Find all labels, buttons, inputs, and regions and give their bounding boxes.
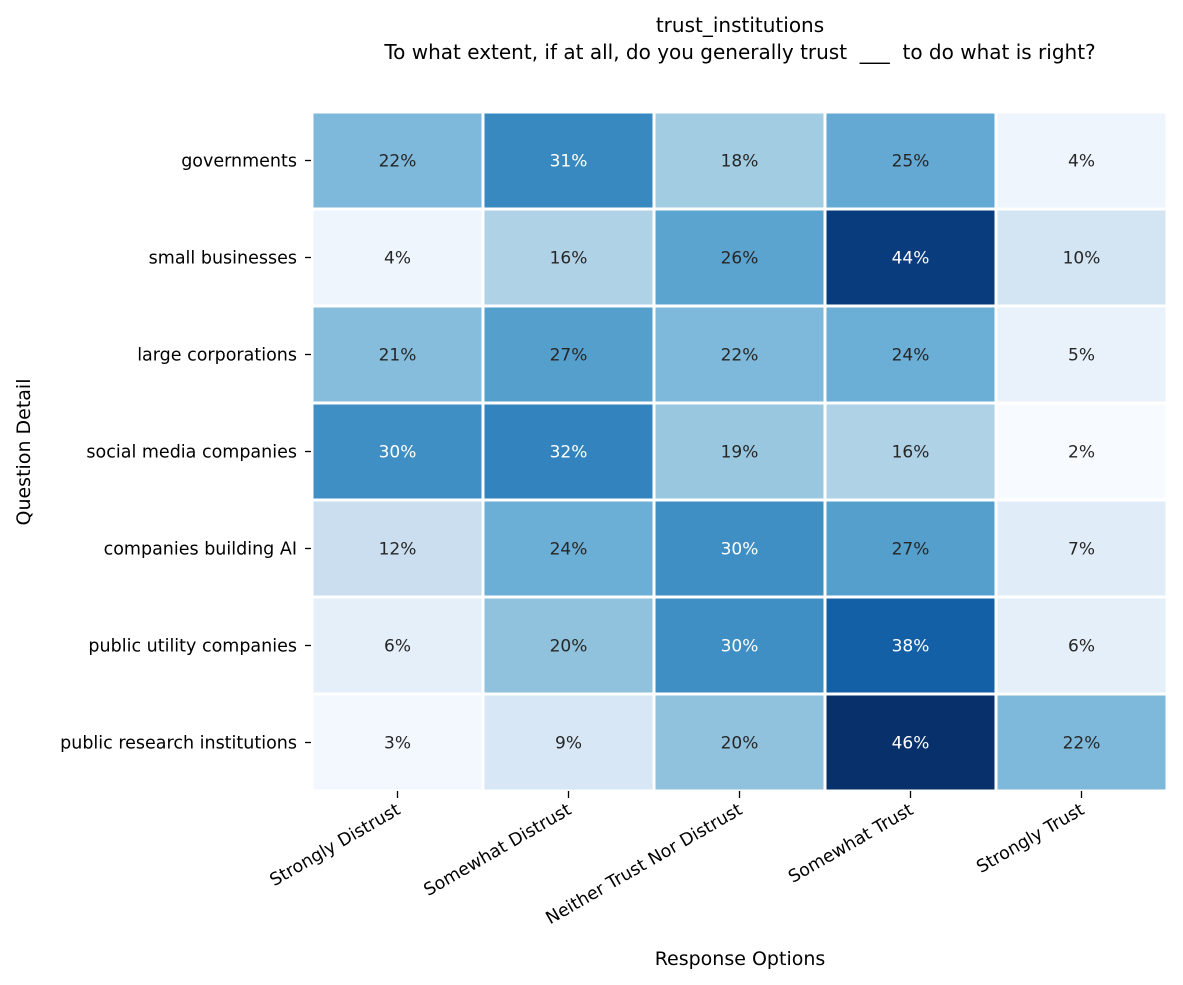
cell-value-label: 3% — [384, 734, 411, 754]
y-tick-label: governments — [181, 152, 297, 172]
cell-value-label: 2% — [1068, 443, 1095, 463]
cell-value-label: 21% — [379, 346, 417, 366]
heatmap-cell — [310, 110, 485, 211]
cell-value-label: 19% — [721, 443, 759, 463]
y-tick-label: public research institutions — [60, 734, 297, 754]
cell-value-label: 12% — [379, 540, 417, 560]
cell-value-label: 16% — [892, 443, 930, 463]
heatmap-cell — [481, 401, 656, 502]
cell-value-label: 4% — [384, 249, 411, 269]
cell-value-label: 46% — [892, 734, 930, 754]
x-tick-labels: Strongly Distrust Somewhat DistrustNeithe… — [267, 791, 1088, 929]
cell-value-label: 22% — [379, 152, 417, 172]
heatmap-cell — [310, 401, 485, 502]
x-axis-label: Response Options — [655, 948, 826, 970]
cell-value-label: 20% — [550, 637, 588, 657]
y-tick-label: large corporations — [137, 346, 297, 366]
cell-value-label: 9% — [555, 734, 582, 754]
cell-value-label: 24% — [550, 540, 588, 560]
y-tick-label: social media companies — [86, 443, 297, 463]
y-tick-label: companies building AI — [104, 540, 297, 560]
cell-value-label: 22% — [1063, 734, 1101, 754]
heatmap-cell — [994, 595, 1169, 696]
heatmap-cell — [823, 304, 998, 405]
heatmap-cells: 22% 31% 18% 25% 4% 4% 16% 26% 44% 10% 21% 27% 22% 24%… — [310, 110, 1169, 793]
cell-value-label: 30% — [721, 637, 759, 657]
cell-value-label: 5% — [1068, 346, 1095, 366]
cell-value-label: 16% — [550, 249, 588, 269]
cell-value-label: 25% — [892, 152, 930, 172]
heatmap-cell — [994, 401, 1169, 502]
cell-value-label: 30% — [379, 443, 417, 463]
cell-value-label: 4% — [1068, 152, 1095, 172]
chart-title: trust_institutions — [656, 13, 824, 37]
heatmap-cell — [481, 498, 656, 599]
x-tick-label: Somewhat Trust — [785, 800, 917, 888]
cell-value-label: 18% — [721, 152, 759, 172]
cell-value-label: 20% — [721, 734, 759, 754]
heatmap-cell — [310, 207, 485, 308]
y-tick-labels: governments small businesses large corpora… — [60, 152, 311, 754]
heatmap-cell — [310, 692, 485, 793]
heatmap-cell — [652, 595, 827, 696]
cell-value-label: 6% — [1068, 637, 1095, 657]
cell-value-label: 6% — [384, 637, 411, 657]
heatmap-cell — [652, 401, 827, 502]
cell-value-label: 27% — [892, 540, 930, 560]
heatmap-cell — [652, 207, 827, 308]
y-tick-label: small businesses — [149, 249, 297, 269]
heatmap-cell — [823, 595, 998, 696]
heatmap-cell — [481, 595, 656, 696]
cell-value-label: 31% — [550, 152, 588, 172]
y-tick-label: public utility companies — [88, 637, 297, 657]
cell-value-label: 26% — [721, 249, 759, 269]
heatmap-cell — [310, 498, 485, 599]
heatmap-cell — [994, 207, 1169, 308]
heatmap-cell — [652, 498, 827, 599]
cell-value-label: 22% — [721, 346, 759, 366]
heatmap-cell — [481, 110, 656, 211]
cell-value-label: 32% — [550, 443, 588, 463]
cell-value-label: 44% — [892, 249, 930, 269]
cell-value-label: 27% — [550, 346, 588, 366]
heatmap-cell — [823, 401, 998, 502]
x-tick-label: Strongly Distrust — [267, 800, 404, 891]
x-tick-label: Somewhat Distrust — [421, 800, 576, 901]
cell-value-label: 38% — [892, 637, 930, 657]
x-tick-label: Neither Trust Nor Distrust — [543, 800, 746, 929]
cell-value-label: 24% — [892, 346, 930, 366]
x-tick-label: Strongly Trust — [973, 800, 1088, 878]
cell-value-label: 10% — [1063, 249, 1101, 269]
heatmap-cell — [481, 304, 656, 405]
y-axis-label: Question Detail — [13, 379, 35, 526]
cell-value-label: 7% — [1068, 540, 1095, 560]
chart-subtitle: To what extent, if at all, do you genera… — [383, 40, 1095, 64]
cell-value-label: 30% — [721, 540, 759, 560]
